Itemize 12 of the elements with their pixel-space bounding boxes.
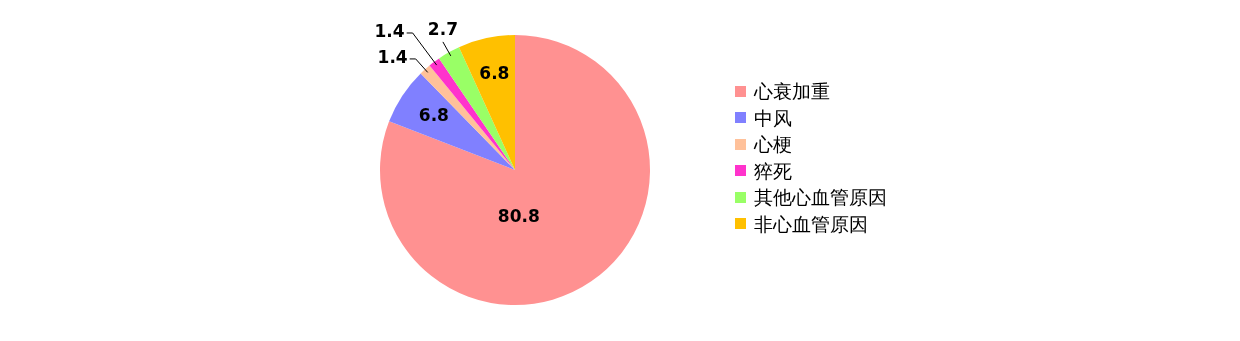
data-label: 6.8 — [479, 63, 510, 84]
legend-label: 猝死 — [754, 158, 792, 184]
data-label: 2.7 — [427, 19, 458, 40]
legend-label: 心梗 — [754, 132, 792, 157]
data-label: 1.4 — [377, 47, 408, 68]
legend-label: 中风 — [754, 105, 792, 131]
legend-label: 心衰加重 — [754, 79, 830, 104]
data-label: 6.8 — [418, 104, 449, 125]
data-label: 80.8 — [497, 205, 540, 226]
legend-label: 非心血管原因 — [754, 211, 868, 237]
data-label: 1.4 — [374, 21, 405, 42]
legend-label: 其他心血管原因 — [754, 185, 887, 210]
